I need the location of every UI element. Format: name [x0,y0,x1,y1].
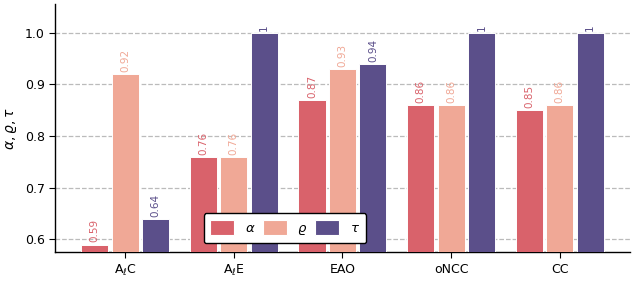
Bar [576,33,604,252]
Text: 0.64: 0.64 [151,193,160,217]
Legend: $\alpha$, $\varrho$, $\tau$: $\alpha$, $\varrho$, $\tau$ [204,213,366,243]
Bar [220,157,247,252]
Y-axis label: $\alpha, \varrho, \tau$: $\alpha, \varrho, \tau$ [4,107,19,149]
Text: 0.85: 0.85 [524,85,534,108]
Bar [112,74,139,252]
Bar [299,100,326,252]
Text: 0.76: 0.76 [198,131,209,155]
Bar [437,105,465,252]
Bar [250,33,278,252]
Text: 0.86: 0.86 [446,80,456,103]
Text: 0.86: 0.86 [555,80,565,103]
Bar [546,105,573,252]
Text: 0.86: 0.86 [416,80,425,103]
Bar [142,219,169,252]
Bar [81,244,108,252]
Text: 0.92: 0.92 [120,49,130,72]
Text: 0.93: 0.93 [337,44,347,67]
Text: 1: 1 [259,24,269,30]
Bar [468,33,495,252]
Bar [190,157,217,252]
Bar [515,110,543,252]
Bar [407,105,434,252]
Bar [359,64,387,252]
Bar [329,69,356,252]
Text: 0.76: 0.76 [229,131,239,155]
Text: 0.94: 0.94 [368,38,378,61]
Text: 0.59: 0.59 [90,219,100,243]
Text: 1: 1 [477,24,486,30]
Text: 1: 1 [585,24,595,30]
Text: 0.87: 0.87 [307,75,317,98]
